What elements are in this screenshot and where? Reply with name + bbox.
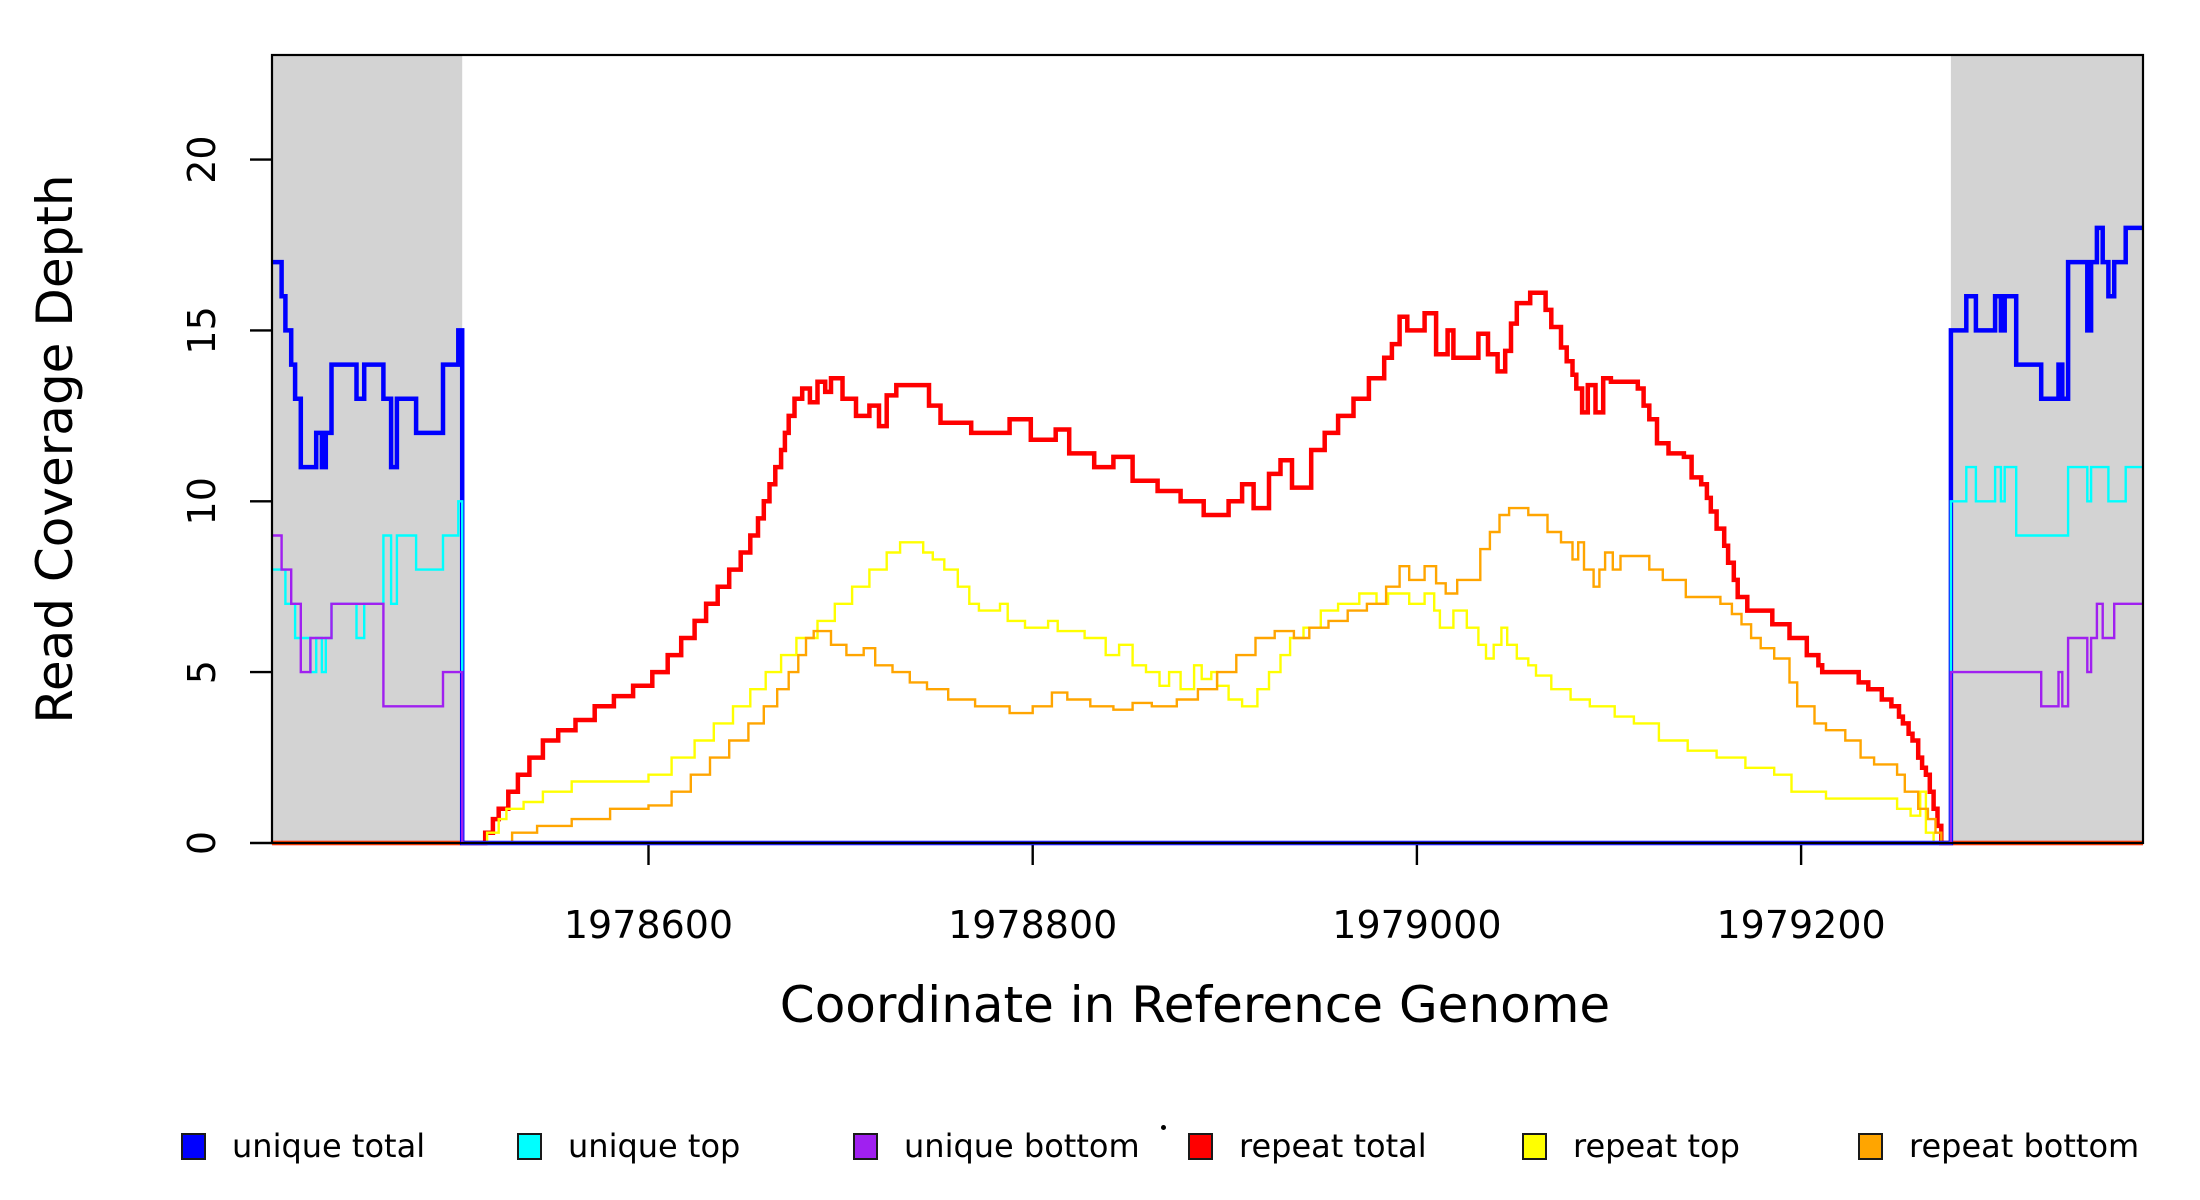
series-line-unique-top xyxy=(272,465,2143,845)
legend-item-unique-top: unique top xyxy=(517,1127,741,1165)
y-tick-label: 20 xyxy=(180,135,224,183)
unique-top-swatch-icon xyxy=(517,1132,542,1160)
flank-shaded-band-0 xyxy=(272,55,463,843)
coverage-plot-svg: 1978600 1978800 1979000 1979200 0 5 10 15 20 Coo… xyxy=(26,53,2145,1034)
repeat-total-swatch-icon xyxy=(1188,1132,1213,1160)
unique-bottom-swatch-icon xyxy=(853,1132,878,1160)
legend: unique total unique top unique bottom re… xyxy=(0,1127,2200,1172)
series-line-repeat-top xyxy=(272,541,2143,845)
coverage-series-lines xyxy=(272,225,2143,846)
legend-label: repeat bottom xyxy=(1909,1127,2140,1165)
series-line-unique-bottom xyxy=(272,534,2143,845)
stray-dot-mark xyxy=(1161,1125,1166,1130)
series-line-repeat-bottom xyxy=(272,506,2143,845)
axis-ticks: 1978600 1978800 1979000 1979200 0 5 10 15 20 xyxy=(180,135,1886,947)
series-line-repeat-total xyxy=(272,290,2143,846)
legend-item-unique-total: unique total xyxy=(181,1127,426,1165)
y-tick-label: 15 xyxy=(180,306,224,354)
unique-total-swatch-icon xyxy=(181,1132,206,1160)
coverage-plot: 1978600 1978800 1979000 1979200 0 5 10 15 20 Coo… xyxy=(26,53,2145,1034)
repeat-top-swatch-icon xyxy=(1522,1132,1547,1160)
shaded-flank-regions xyxy=(272,55,2143,843)
x-tick-label: 1978600 xyxy=(564,903,733,947)
y-tick-label: 10 xyxy=(180,477,224,525)
legend-label: repeat total xyxy=(1239,1127,1427,1165)
x-axis-title: Coordinate in Reference Genome xyxy=(780,976,1610,1034)
y-axis-title: Read Coverage Depth xyxy=(26,174,84,723)
repeat-bottom-swatch-icon xyxy=(1858,1132,1883,1160)
flank-shaded-band-1 xyxy=(1950,55,2143,843)
legend-label: unique top xyxy=(568,1127,741,1165)
series-line-unique-total xyxy=(272,225,2143,846)
legend-item-repeat-total: repeat total xyxy=(1188,1127,1427,1165)
y-tick-label: 5 xyxy=(180,660,224,684)
legend-item-unique-bottom: unique bottom xyxy=(853,1127,1140,1165)
x-tick-label: 1979000 xyxy=(1332,903,1501,947)
legend-item-repeat-bottom: repeat bottom xyxy=(1858,1127,2140,1165)
x-tick-label: 1978800 xyxy=(948,903,1117,947)
legend-item-repeat-top: repeat top xyxy=(1522,1127,1740,1165)
x-tick-label: 1979200 xyxy=(1716,903,1885,947)
legend-label: unique total xyxy=(232,1127,426,1165)
y-tick-label: 0 xyxy=(180,831,224,855)
plot-border-box xyxy=(270,53,2145,845)
legend-label: unique bottom xyxy=(904,1127,1140,1165)
legend-label: repeat top xyxy=(1573,1127,1740,1165)
